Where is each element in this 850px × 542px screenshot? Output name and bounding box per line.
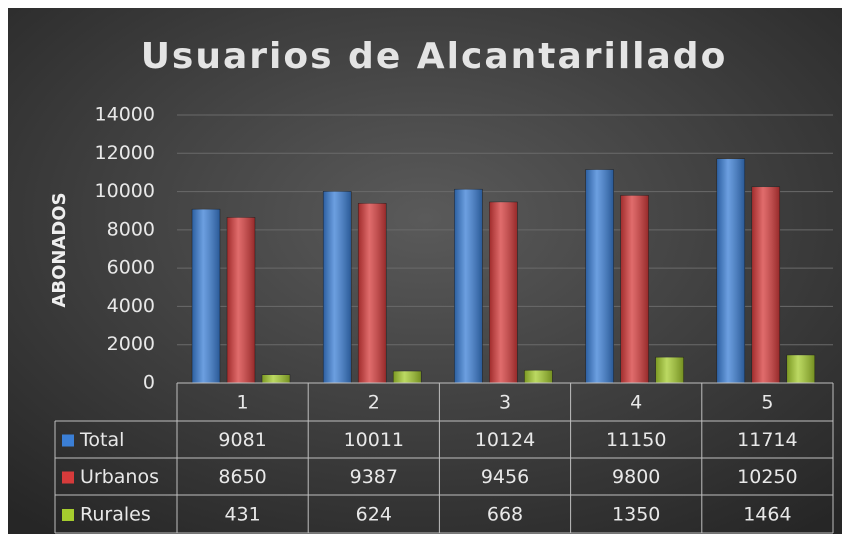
table-value: 668 — [487, 504, 523, 526]
y-tick-label: 8000 — [107, 218, 155, 240]
bar-shine — [393, 371, 422, 383]
bar-shine — [716, 158, 745, 383]
bar-shine — [655, 357, 684, 383]
table-value: 1350 — [612, 504, 660, 526]
legend-swatch — [62, 471, 74, 484]
legend-swatch — [62, 509, 74, 521]
table-value: 9081 — [218, 429, 266, 451]
table-value: 10124 — [475, 429, 535, 451]
table-value: 9800 — [612, 466, 660, 488]
legend-label: Urbanos — [80, 466, 159, 488]
bar-shine — [192, 209, 220, 383]
bar-shine — [454, 189, 483, 383]
table-value: 11714 — [737, 429, 797, 451]
y-tick-label: 14000 — [95, 104, 155, 126]
chart-title: Usuarios de Alcantarillado — [141, 36, 728, 77]
y-tick-label: 2000 — [107, 333, 155, 355]
x-tick-label: 3 — [499, 392, 511, 414]
bar-shine — [489, 201, 518, 383]
y-tick-label: 6000 — [107, 257, 155, 279]
y-tick-label: 0 — [143, 372, 155, 394]
table-value: 11150 — [606, 429, 666, 451]
table-value: 9387 — [350, 466, 398, 488]
bar-shine — [524, 370, 553, 383]
x-tick-label: 2 — [368, 392, 380, 414]
table-value: 1464 — [743, 504, 791, 526]
bar-shine — [751, 186, 780, 383]
bar-shine — [227, 217, 255, 383]
table-value: 431 — [224, 504, 260, 526]
y-tick-label: 4000 — [107, 295, 155, 317]
x-tick-label: 1 — [237, 392, 249, 414]
table-value: 10011 — [344, 429, 404, 451]
background — [8, 8, 842, 534]
table-value: 9456 — [481, 466, 529, 488]
x-tick-label: 4 — [630, 392, 642, 414]
bar-shine — [358, 203, 387, 383]
y-axis-label: ABONADOS — [49, 192, 70, 307]
table-value: 10250 — [737, 466, 797, 488]
bar-shine — [323, 191, 352, 383]
bar-shine — [786, 354, 815, 383]
bar-shine — [585, 169, 614, 383]
legend-label: Rurales — [80, 504, 151, 526]
table-value: 624 — [356, 504, 392, 526]
y-tick-label: 12000 — [95, 142, 155, 164]
bar-shine — [262, 374, 290, 383]
legend-swatch — [62, 434, 74, 447]
legend-label: Total — [79, 429, 124, 451]
x-tick-label: 5 — [761, 392, 773, 414]
bar-shine — [620, 195, 649, 383]
table-value: 8650 — [218, 466, 266, 488]
y-tick-label: 10000 — [95, 180, 155, 202]
